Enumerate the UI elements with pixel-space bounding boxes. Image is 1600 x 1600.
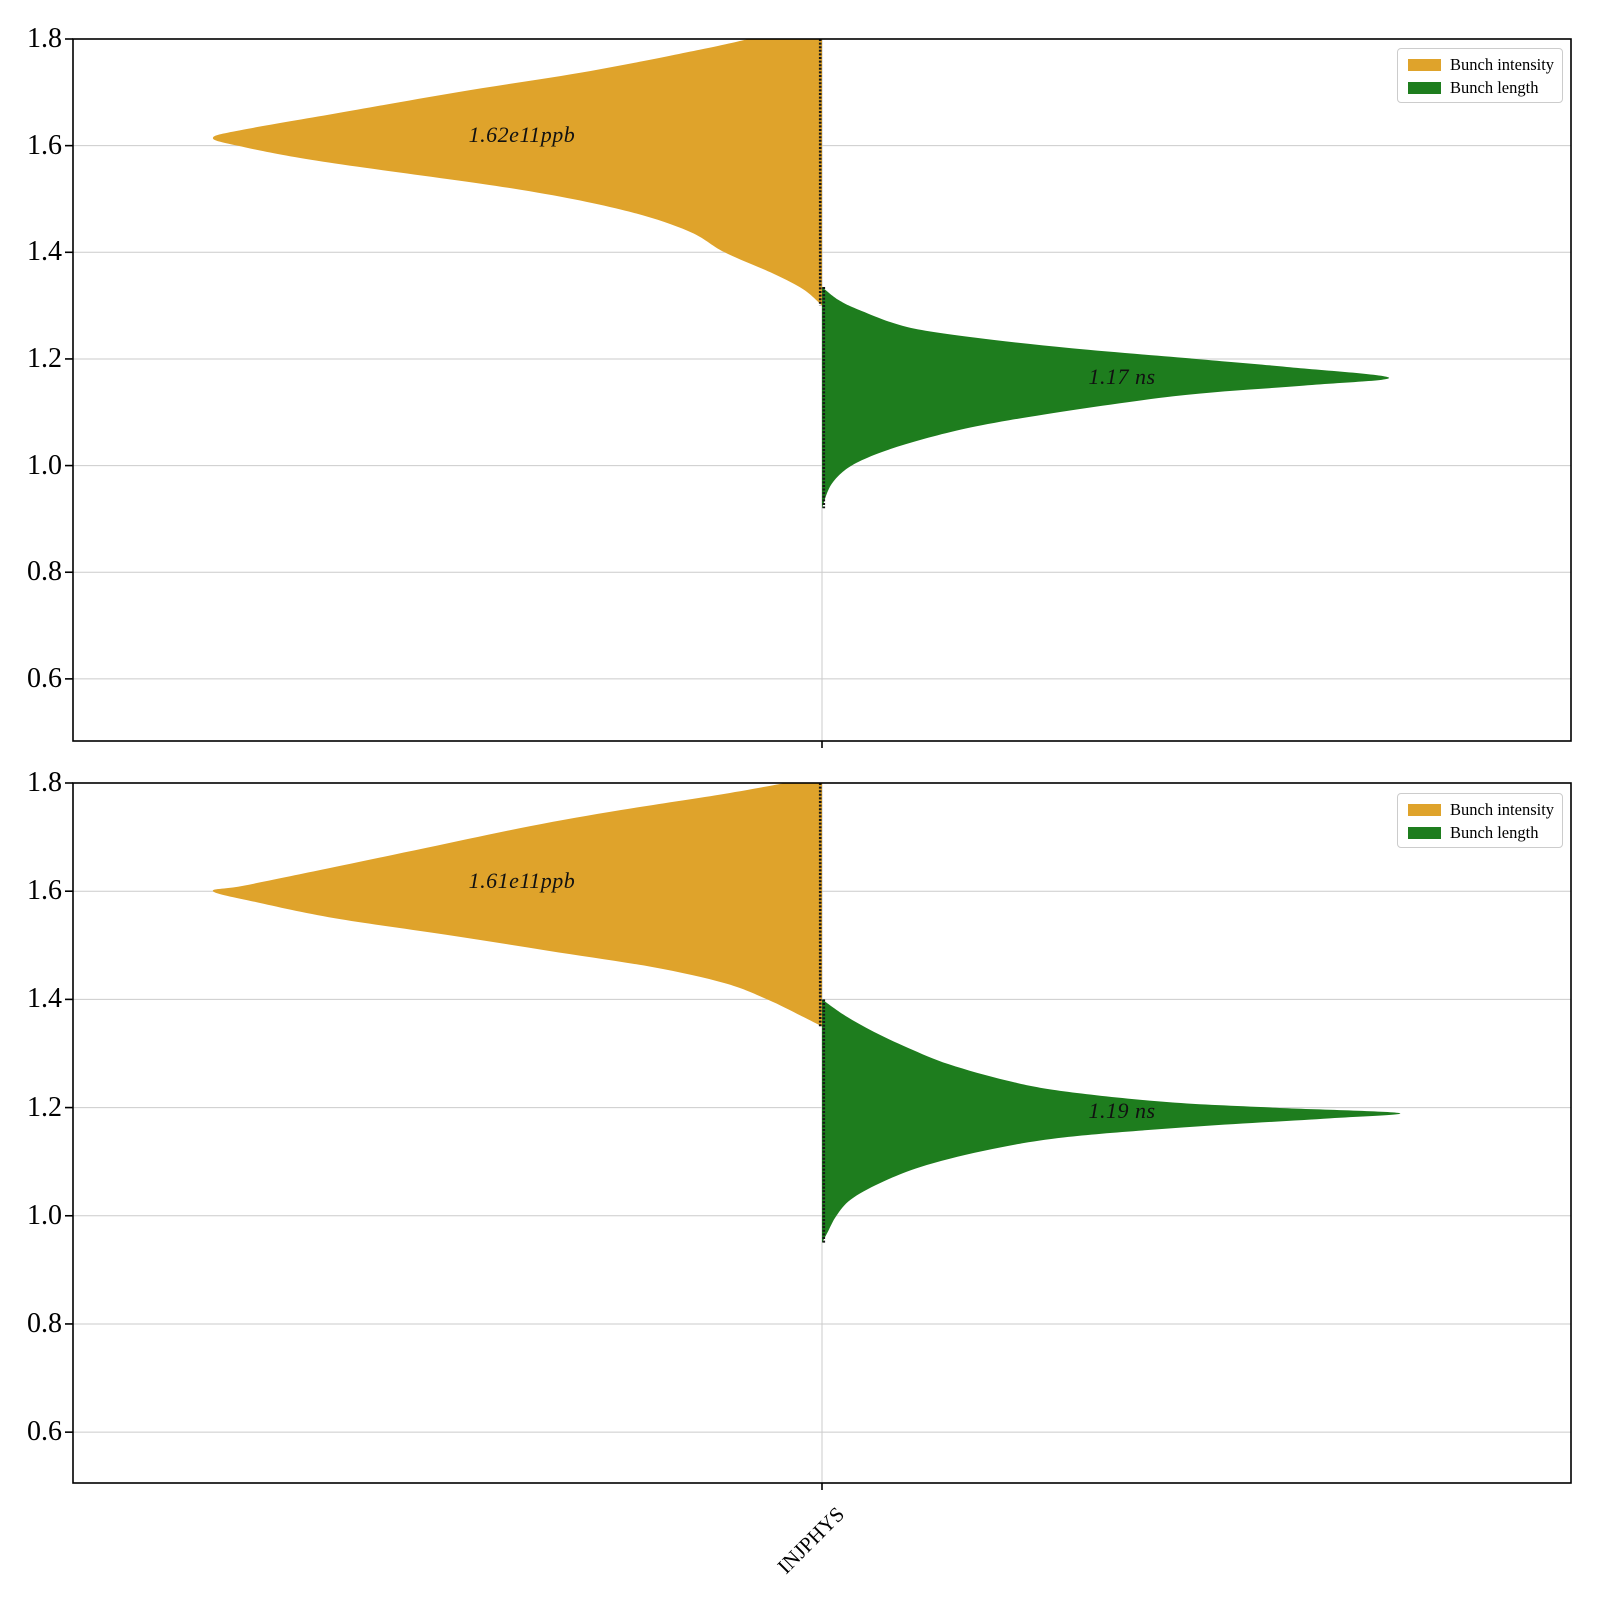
legend-top: Bunch intensity Bunch length xyxy=(1397,48,1563,103)
y-tick-label: 0.8 xyxy=(27,556,62,588)
y-tick-label: 1.6 xyxy=(27,129,62,161)
y-tick-label: 0.6 xyxy=(27,1416,62,1448)
y-tick-label: 1.6 xyxy=(27,875,62,907)
legend-swatch-bunch-intensity xyxy=(1408,58,1441,71)
legend-swatch-bunch-intensity xyxy=(1408,803,1441,816)
legend-label-bunch-intensity: Bunch intensity xyxy=(1450,800,1555,819)
y-tick-label: 1.2 xyxy=(27,342,62,374)
annotation-mean-intensity-bottom: 1.61e11ppb xyxy=(468,868,576,893)
legend-item-bunch-length: Bunch length xyxy=(1408,79,1554,96)
legend-item-bunch-intensity: Bunch intensity xyxy=(1408,56,1554,73)
y-tick-label: 1.0 xyxy=(27,449,62,481)
legend-bottom: Bunch intensity Bunch length xyxy=(1397,793,1563,848)
y-tick-label: 1.8 xyxy=(27,23,62,54)
annotation-mean-length-bottom: 1.19 ns xyxy=(1088,1098,1156,1123)
violin-right-bunch-length xyxy=(822,999,1401,1243)
violin-left-bunch-intensity xyxy=(212,783,822,1027)
legend-item-bunch-intensity: Bunch intensity xyxy=(1408,801,1554,818)
legend-label-bunch-length: Bunch length xyxy=(1450,78,1539,97)
violin-right-bunch-length xyxy=(822,286,1390,509)
legend-item-bunch-length: Bunch length xyxy=(1408,824,1554,841)
y-tick-label: 1.4 xyxy=(27,983,62,1015)
y-tick-label: 1.0 xyxy=(27,1199,62,1231)
legend-swatch-bunch-length xyxy=(1408,81,1441,94)
y-tick-label: 0.6 xyxy=(27,662,62,694)
legend-label-bunch-intensity: Bunch intensity xyxy=(1450,55,1555,74)
violin-left-bunch-intensity xyxy=(212,39,822,306)
y-tick-label: 1.2 xyxy=(27,1091,62,1123)
y-tick-label: 1.4 xyxy=(27,236,62,268)
annotation-mean-intensity-top: 1.62e11ppb xyxy=(468,122,576,147)
legend-label-bunch-length: Bunch length xyxy=(1450,823,1539,842)
annotation-mean-length-top: 1.17 ns xyxy=(1088,364,1156,389)
legend-swatch-bunch-length xyxy=(1408,826,1441,839)
y-tick-label: 1.8 xyxy=(27,767,62,798)
y-tick-label: 0.8 xyxy=(27,1307,62,1339)
